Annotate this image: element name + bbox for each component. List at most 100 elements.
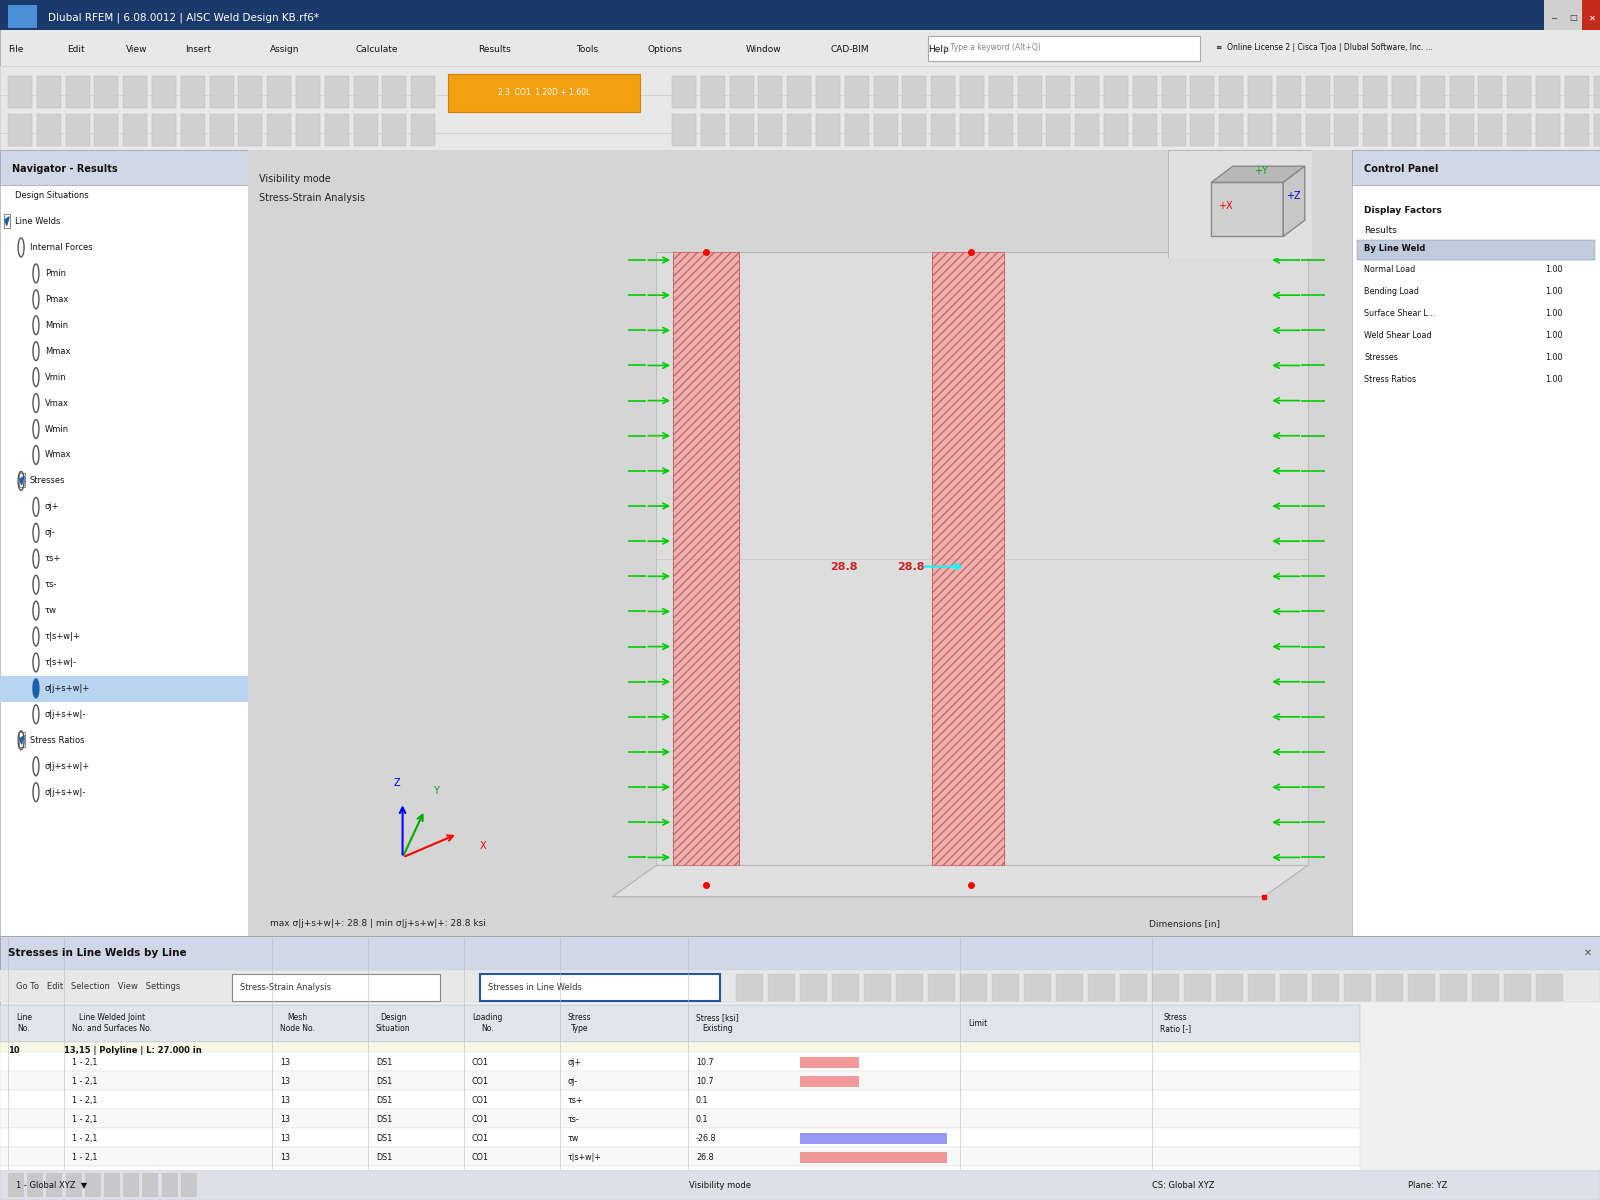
Text: Help: Help — [928, 44, 949, 54]
Bar — [1440, 974, 1467, 1001]
Text: Visibility mode: Visibility mode — [690, 1181, 750, 1189]
Bar — [382, 76, 406, 108]
Bar — [104, 1174, 120, 1198]
Bar — [181, 76, 205, 108]
Bar — [864, 974, 891, 1001]
Bar — [411, 76, 435, 108]
Text: DS1: DS1 — [376, 1078, 392, 1086]
Bar — [1075, 76, 1099, 108]
Text: 1 - 2,1: 1 - 2,1 — [72, 1153, 98, 1163]
Text: 1 - 2,1: 1 - 2,1 — [72, 1115, 98, 1124]
Bar — [874, 114, 898, 145]
Bar — [411, 114, 435, 145]
Bar — [1421, 76, 1445, 108]
Bar — [1133, 114, 1157, 145]
Text: ─: ─ — [1550, 13, 1557, 23]
Text: 1 - 2,1: 1 - 2,1 — [72, 1078, 98, 1086]
Bar — [1536, 974, 1563, 1001]
Text: τs+: τs+ — [45, 554, 61, 563]
Text: σj+: σj+ — [568, 1058, 582, 1067]
Bar — [931, 114, 955, 145]
Bar — [960, 974, 987, 1001]
Bar — [747, 1184, 928, 1200]
Bar — [902, 114, 926, 145]
Text: Internal Forces: Internal Forces — [30, 242, 93, 252]
Text: ✕: ✕ — [1584, 948, 1592, 958]
Text: Dlubal RFEM | 6.08.0012 | AISC Weld Design KB.rf6*: Dlubal RFEM | 6.08.0012 | AISC Weld Desi… — [48, 12, 318, 23]
Bar — [928, 974, 955, 1001]
Text: 1.00 !: 1.00 ! — [1312, 1192, 1338, 1200]
Bar — [672, 76, 696, 108]
Bar — [931, 1184, 1149, 1200]
Bar — [0, 1186, 1360, 1200]
Text: Loading
No.: Loading No. — [472, 1014, 502, 1033]
Bar — [800, 1190, 958, 1200]
Text: Stresses: Stresses — [1365, 353, 1398, 362]
Text: 26.8: 26.8 — [696, 1153, 714, 1163]
Text: σ|j+s+w|+: σ|j+s+w|+ — [45, 762, 90, 770]
Text: Line Welds: Line Welds — [14, 217, 61, 226]
Bar — [296, 76, 320, 108]
Bar — [960, 114, 984, 145]
Bar — [94, 114, 118, 145]
Bar — [768, 974, 795, 1001]
Bar — [267, 76, 291, 108]
Bar — [832, 974, 859, 1001]
Text: Stresses by Design Situations: Stresses by Design Situations — [326, 1188, 440, 1196]
Text: 1 - Global XYZ  ▼: 1 - Global XYZ ▼ — [16, 1181, 88, 1189]
Text: Vmax: Vmax — [45, 398, 69, 408]
Text: 1.00: 1.00 — [1546, 308, 1563, 318]
Text: 1 - 2,1: 1 - 2,1 — [72, 1192, 98, 1200]
Text: 1.00: 1.00 — [1546, 374, 1563, 384]
Text: Stress [ksi]
Existing: Stress [ksi] Existing — [696, 1014, 739, 1033]
Bar — [123, 76, 147, 108]
Text: Stresses by Line: Stresses by Line — [806, 1188, 869, 1196]
Text: 1 - 2,1: 1 - 2,1 — [72, 1172, 98, 1181]
Bar — [0, 0, 1600, 30]
Bar — [1133, 76, 1157, 108]
Text: Line
No.: Line No. — [16, 1014, 32, 1033]
Text: X: X — [480, 841, 486, 851]
Bar — [845, 114, 869, 145]
Bar — [8, 1174, 24, 1198]
Bar — [1565, 76, 1589, 108]
Polygon shape — [613, 865, 1307, 896]
Text: 1.00: 1.00 — [1546, 353, 1563, 362]
Text: CO1: CO1 — [472, 1172, 490, 1181]
Text: max σ|j+s+w|+: 28.8 | min σ|j+s+w|+: 28.8 ksi: max σ|j+s+w|+: 28.8 | min σ|j+s+w|+: 28.… — [270, 919, 486, 928]
Text: Design Situations: Design Situations — [14, 191, 88, 200]
Bar — [1056, 974, 1083, 1001]
Bar — [37, 114, 61, 145]
Text: τw: τw — [568, 1134, 579, 1144]
Bar — [730, 114, 754, 145]
Text: DS1: DS1 — [376, 1172, 392, 1181]
Text: 0.1: 0.1 — [696, 1097, 709, 1105]
Bar — [1046, 76, 1070, 108]
Text: 1 - 2,1: 1 - 2,1 — [72, 1058, 98, 1067]
Text: 1.00: 1.00 — [1160, 1192, 1178, 1200]
Bar — [1344, 974, 1371, 1001]
Bar — [536, 1184, 744, 1200]
Text: 1.00: 1.00 — [1546, 331, 1563, 340]
Bar — [1024, 974, 1051, 1001]
Bar — [1018, 76, 1042, 108]
Bar — [0, 1072, 1360, 1090]
Text: τ|s+w|-: τ|s+w|- — [45, 658, 77, 667]
Bar — [0, 1090, 1360, 1109]
Bar — [1018, 114, 1042, 145]
Bar — [1421, 114, 1445, 145]
Bar — [1280, 974, 1307, 1001]
Bar — [992, 974, 1019, 1001]
Text: Design
Situation: Design Situation — [376, 1014, 411, 1033]
Text: DS1: DS1 — [376, 1153, 392, 1163]
Bar — [3, 214, 10, 228]
Bar — [1450, 114, 1474, 145]
Bar — [123, 114, 147, 145]
Text: Stresses in Line Welds by Line: Stresses in Line Welds by Line — [8, 948, 187, 958]
Text: Mesh
Node No.: Mesh Node No. — [280, 1014, 315, 1033]
Bar — [267, 114, 291, 145]
Bar — [1478, 76, 1502, 108]
Text: 1 - 2,1: 1 - 2,1 — [72, 1097, 98, 1105]
Bar — [1334, 114, 1358, 145]
Bar — [232, 974, 440, 1001]
